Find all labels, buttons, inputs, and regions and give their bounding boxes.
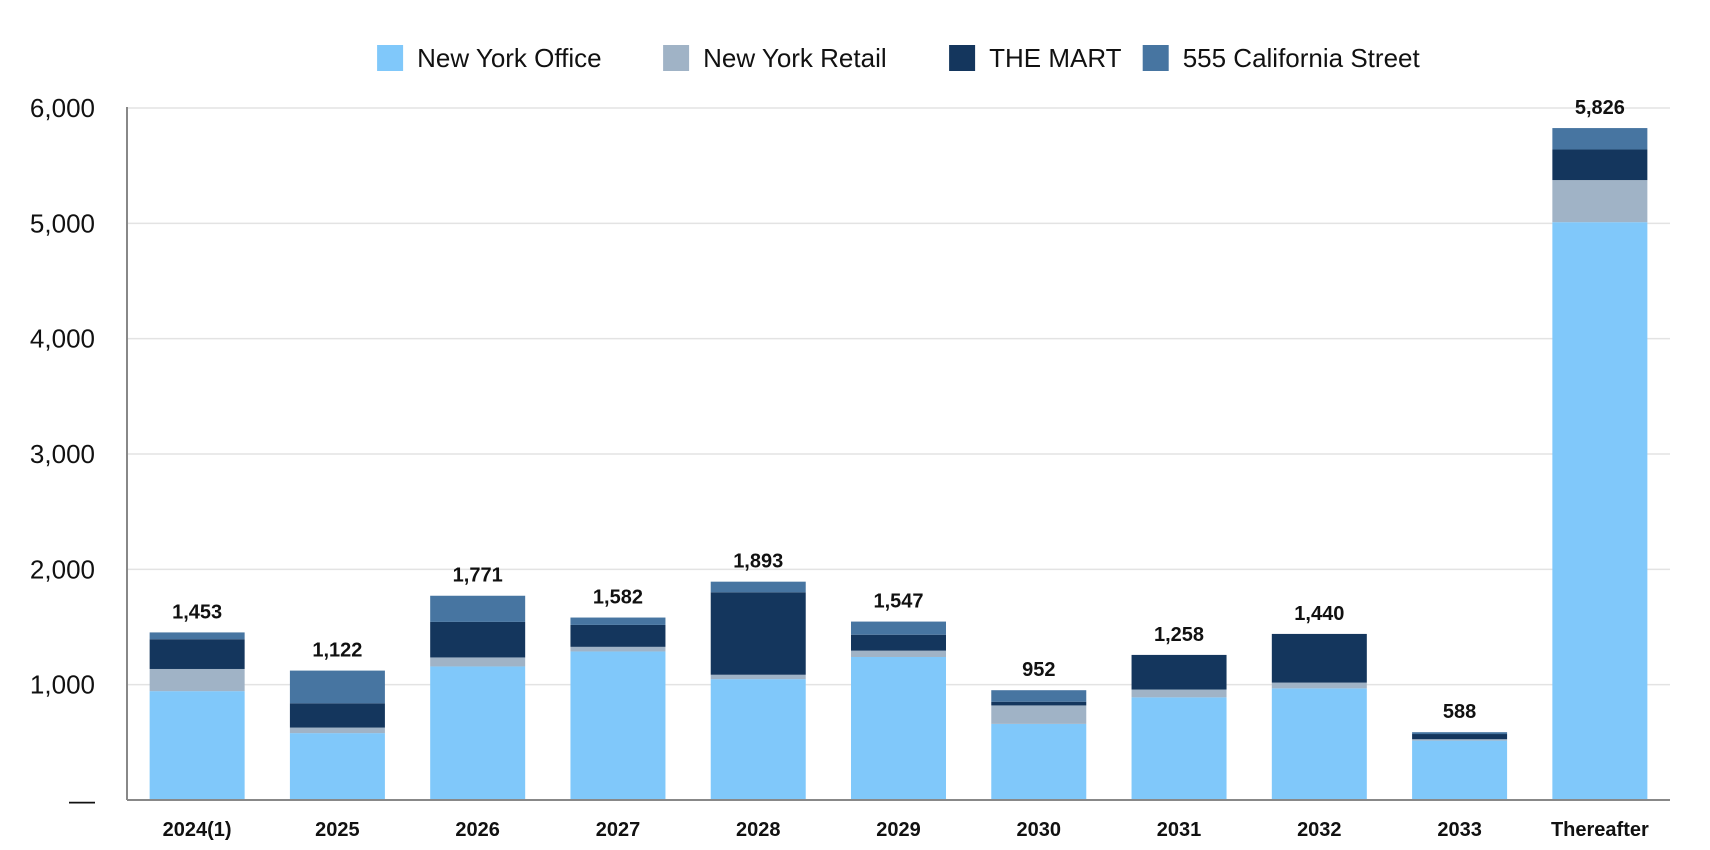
bar-segment (149, 691, 245, 800)
bar-segment (570, 651, 666, 800)
bar-segment (289, 733, 385, 800)
bar-segment (430, 595, 526, 622)
bar-segment (1271, 688, 1367, 800)
bar-segment (149, 668, 245, 692)
bar-segment (149, 639, 245, 669)
total-label: 1,893 (733, 551, 783, 573)
legend-swatch (663, 45, 690, 71)
total-label: 1,771 (453, 565, 503, 587)
bar-segment (1271, 682, 1367, 689)
bar-segment (991, 705, 1087, 724)
legend-swatch (949, 45, 976, 71)
bar-segment (570, 624, 666, 647)
legend-swatch (377, 45, 404, 71)
bar-segment (430, 657, 526, 667)
axes (126, 107, 1670, 801)
bar-segment (851, 650, 946, 657)
grid-lines (127, 107, 1670, 686)
x-tick-label: 2031 (1157, 819, 1202, 841)
bar-segment (991, 723, 1087, 800)
x-tick-label: 2026 (455, 819, 500, 841)
x-tick-label: 2032 (1297, 819, 1342, 841)
bar-segment (851, 656, 946, 800)
legend: New York Office New York Retail THE MART 55… (377, 43, 1420, 73)
bar-segment (430, 666, 526, 800)
bar-segment (1412, 732, 1508, 735)
bar-segment (710, 674, 806, 680)
total-label: 5,826 (1575, 97, 1625, 119)
bar-segment (851, 634, 946, 651)
legend-label: THE MART (989, 43, 1122, 73)
bar-segment (851, 621, 946, 635)
legend-label: New York Retail (703, 43, 887, 73)
bar-segment (1131, 654, 1227, 690)
x-tick-label: 2028 (736, 819, 781, 841)
bar-segment (1131, 689, 1227, 698)
legend-label: New York Office (417, 43, 602, 73)
x-tick-label: 2030 (1017, 819, 1062, 841)
bar-segment (991, 701, 1087, 706)
y-tick-label-5000: 5,000 (30, 208, 95, 238)
bar-segment (1412, 739, 1508, 741)
bar-segment (1552, 222, 1648, 800)
x-tick-label: 2024(1) (163, 819, 232, 841)
x-tick-label: 2027 (596, 819, 641, 841)
bar-segment (1412, 740, 1508, 800)
bar-segment (1412, 734, 1508, 740)
total-label: 1,122 (312, 640, 362, 662)
total-labels: 1,453 1,122 1,771 1,582 1,893 1,547 952 1,258 1,… (172, 97, 1625, 723)
y-tick-label-0: — (69, 785, 95, 815)
bar-segment (289, 703, 385, 728)
bars (149, 128, 1648, 800)
y-tick-label-6000: 6,000 (30, 93, 95, 123)
x-axis-ticks: 2024(1) 2025 2026 2027 2028 2029 2030 2031 2032 2… (163, 819, 1649, 841)
bar-segment (570, 646, 666, 652)
x-tick-label: 2025 (315, 819, 360, 841)
bar-segment (710, 581, 806, 593)
y-axis-ticks: — 1,000 2,000 3,000 4,000 5,000 6,000 (30, 93, 95, 815)
bar-segment (991, 690, 1087, 702)
total-label: 1,440 (1294, 603, 1344, 625)
x-tick-label: 2029 (876, 819, 921, 841)
y-tick-label-4000: 4,000 (30, 324, 95, 354)
bar-segment (1131, 697, 1227, 800)
total-label: 1,258 (1154, 624, 1204, 646)
bar-segment (289, 727, 385, 734)
bar-segment (710, 592, 806, 675)
bar-segment (570, 617, 666, 625)
bar-segment (149, 632, 245, 640)
total-label: 1,453 (172, 601, 222, 623)
total-label: 588 (1443, 701, 1476, 723)
bar-segment (289, 670, 385, 704)
bar-segment (1552, 128, 1648, 150)
total-label: 1,547 (873, 591, 923, 613)
bar-segment (1271, 633, 1367, 683)
total-label: 952 (1022, 659, 1055, 681)
y-tick-label-2000: 2,000 (30, 554, 95, 584)
y-tick-label-1000: 1,000 (30, 670, 95, 700)
bar-segment (1552, 149, 1648, 181)
legend-swatch (1142, 45, 1169, 71)
bar-segment (430, 621, 526, 658)
total-label: 1,582 (593, 587, 643, 609)
x-tick-label: Thereafter (1551, 819, 1649, 841)
x-tick-label: 2033 (1437, 819, 1482, 841)
bar-segment (710, 679, 806, 800)
y-tick-label-3000: 3,000 (30, 439, 95, 469)
bar-segment (1552, 180, 1648, 223)
legend-label: 555 California Street (1183, 43, 1421, 73)
